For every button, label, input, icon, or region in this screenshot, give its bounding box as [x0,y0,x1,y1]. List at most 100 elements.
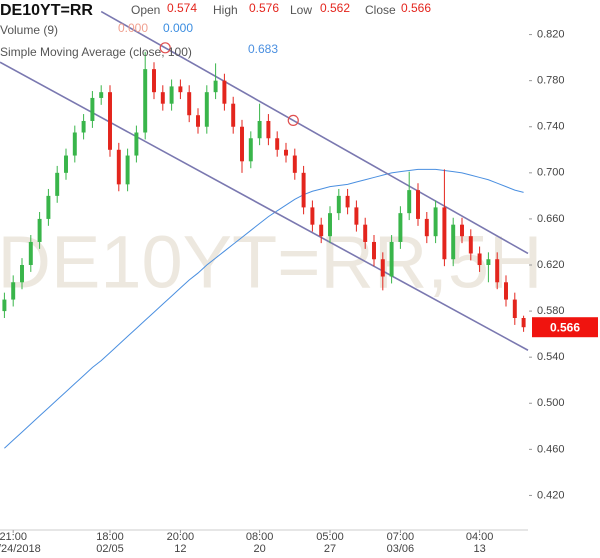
candle-body [521,318,526,328]
x-tick-date: 27 [324,543,336,555]
candle-body [11,282,16,300]
candle-body [152,69,156,93]
candle-body [143,69,148,133]
candle-body [187,92,192,116]
candle-body [169,86,174,104]
candle-body [20,265,24,283]
header: DE10YT=RR Open 0.574 High 0.576 Low 0.562 Clos… [0,1,431,59]
y-tick-label: 0.420 [537,489,565,501]
y-tick-label: 0.620 [537,259,565,271]
candle-body [81,120,86,133]
candle-body [292,155,297,173]
candle-body [222,80,227,104]
candle-body [416,190,420,219]
candle-body [28,241,33,265]
candle-body [46,195,51,219]
trend-line [100,10,529,255]
candle-body [55,172,60,196]
legend-label: Close [365,3,396,17]
candle-body [398,213,403,242]
x-tick-label: 05:00 [316,531,344,543]
candle-body [196,115,200,127]
candle-body [336,195,341,214]
volume-label: Volume (9) [0,23,58,37]
candle-body [424,218,429,237]
candle-body [248,138,253,162]
y-tick-label: 0.780 [537,75,565,87]
candle-body [345,195,350,208]
alert-marker [287,114,299,127]
x-tick-date: 01/24/2018 [0,543,41,555]
trend-line [0,61,529,351]
y-tick-label: 0.660 [537,213,565,225]
symbol-title: DE10YT=RR [0,2,93,19]
candle-body [354,207,359,225]
legend-label: Open [131,3,160,17]
x-tick-date: 12 [174,543,186,555]
candle-body [266,120,271,139]
candle-body [72,132,77,156]
last-price-label: 0.566 [550,320,580,334]
x-tick-date: 20 [253,543,265,555]
candle-body [178,86,183,93]
candle-body [37,218,42,242]
candle-body [328,213,332,237]
candle-body [116,149,121,185]
x-tick-label: 07:00 [387,531,415,543]
x-tick-date: 02/05 [96,543,124,555]
candle-body [319,224,324,237]
x-tick-date: 03/06 [387,543,415,555]
x-tick-label: 18:00 [96,531,124,543]
x-tick-label: 04:00 [466,531,494,543]
x-tick-label: 21:00 [0,531,27,543]
candle-body [2,299,7,312]
x-tick-label: 20:00 [167,531,195,543]
candle-body [301,172,306,208]
candle-body [468,236,473,254]
candle-body [160,92,165,104]
candle-body [125,155,130,185]
y-tick-label: 0.820 [537,28,565,40]
sma-line [4,168,524,449]
candle-body [486,259,491,265]
candle-body [275,138,280,150]
last-price-tag [532,317,598,338]
sma-value: 0.683 [248,42,278,56]
candle-body [99,92,104,98]
legend-value: 0.562 [320,1,350,15]
legend-value: 0.574 [167,1,197,15]
volume-value: 0.000 [163,21,193,35]
candle-body [372,241,376,260]
candle-body [363,224,368,242]
y-tick-label: 0.700 [537,167,565,179]
y-tick-label: 0.740 [537,121,565,133]
legend-value: 0.576 [249,1,279,15]
candle-body [213,80,218,93]
y-tick-label: 0.460 [537,443,565,455]
y-tick-label: 0.580 [537,305,565,317]
candle-body [512,299,517,318]
candle-body [477,253,482,265]
candle-body [90,97,95,121]
candle-body [451,224,456,260]
legend-value: 0.566 [401,1,431,15]
candle-body [257,120,262,139]
candle-body [240,126,244,162]
candle-body [380,259,385,277]
candle-body [504,282,508,300]
candle-body [134,132,139,156]
legend-label: High [213,3,238,17]
candle-body [460,224,464,237]
candle-body [64,155,68,173]
alert-marker [159,42,171,54]
candle-body [108,92,112,150]
volume-value: 0.000 [118,21,148,35]
candle-body [231,103,236,127]
candle-body [204,92,209,127]
candle-body [310,207,315,225]
candle-body [433,207,438,237]
candle-body [495,259,500,283]
candle-body [284,149,288,156]
candle-body [389,241,394,277]
